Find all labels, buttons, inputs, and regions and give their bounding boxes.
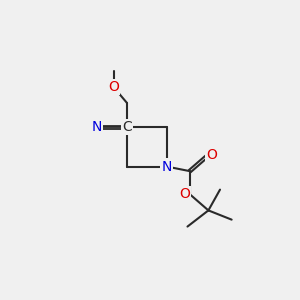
Text: N: N (161, 160, 172, 173)
Text: O: O (179, 187, 190, 201)
Text: O: O (108, 80, 119, 94)
Text: O: O (206, 148, 217, 162)
Text: N: N (92, 120, 102, 134)
Text: C: C (122, 120, 132, 134)
